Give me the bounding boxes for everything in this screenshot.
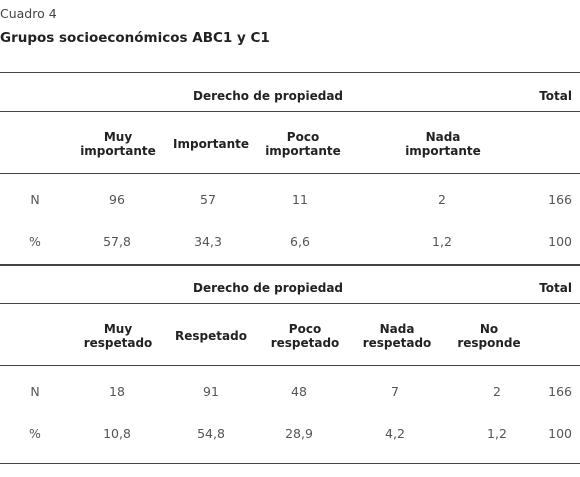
cell: 2	[493, 384, 501, 399]
cell: 100	[548, 234, 572, 249]
column-header-line: respetado	[270, 336, 340, 350]
column-header: Importante	[173, 137, 249, 151]
cell: 48	[291, 384, 307, 399]
cell: 57	[200, 192, 216, 207]
column-header-line: Poco	[288, 322, 322, 336]
column-header-line: Importante	[173, 137, 249, 151]
cell: 34,3	[194, 234, 222, 249]
cell: 6,6	[290, 234, 310, 249]
cell: 10,8	[103, 426, 131, 441]
cell: 100	[548, 426, 572, 441]
column-header-line: respetado	[362, 336, 432, 350]
cell: 11	[292, 192, 308, 207]
cell: 7	[391, 384, 399, 399]
cell: 91	[203, 384, 219, 399]
column-header: Muy importante	[80, 130, 156, 158]
cell: 2	[438, 192, 446, 207]
cell: 96	[109, 192, 125, 207]
rule	[0, 173, 580, 174]
column-header-line: Muy	[103, 322, 133, 336]
column-header: Nada respetado	[363, 322, 432, 350]
total-header: Total	[539, 281, 572, 295]
cell: 1,2	[487, 426, 507, 441]
column-header: Nada importante	[405, 130, 481, 158]
column-header-line: respetado	[83, 336, 153, 350]
cell: 166	[548, 384, 572, 399]
rule	[0, 111, 580, 112]
cell: 18	[109, 384, 125, 399]
cell: 28,9	[285, 426, 313, 441]
group-header: Derecho de propiedad	[192, 89, 344, 103]
column-header-line: importante	[265, 144, 341, 158]
group-header: Derecho de propiedad	[192, 281, 344, 295]
column-header: Poco respetado	[271, 322, 340, 350]
rule	[0, 303, 580, 304]
column-header-line: Nada	[425, 130, 461, 144]
column-header: Poco importante	[265, 130, 341, 158]
rule	[0, 72, 580, 73]
row-label: N	[30, 192, 40, 207]
row-label: %	[29, 234, 41, 249]
cell: 4,2	[385, 426, 405, 441]
cell: 54,8	[197, 426, 225, 441]
cell: 166	[548, 192, 572, 207]
table-title: Grupos socioeconómicos ABC1 y C1	[0, 30, 270, 46]
table-label: Cuadro 4	[0, 6, 57, 21]
total-header: Total	[539, 89, 572, 103]
rule	[0, 264, 580, 266]
row-label: %	[29, 426, 41, 441]
column-header: Respetado	[175, 329, 247, 343]
column-header: No responde	[457, 322, 520, 350]
rule	[0, 463, 580, 464]
column-header: Muy respetado	[84, 322, 153, 350]
rule	[0, 365, 580, 366]
column-header-line: Poco	[286, 130, 320, 144]
column-header-line: Muy	[103, 130, 133, 144]
row-label: N	[30, 384, 40, 399]
column-header-line: Respetado	[175, 329, 247, 343]
column-header-line: importante	[405, 144, 481, 158]
column-header-line: responde	[457, 336, 521, 350]
column-header-line: Nada	[379, 322, 415, 336]
column-header-line: importante	[80, 144, 156, 158]
cell: 57,8	[103, 234, 131, 249]
column-header-line: No	[479, 322, 499, 336]
cell: 1,2	[432, 234, 452, 249]
